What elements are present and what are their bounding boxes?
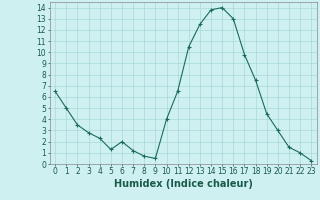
X-axis label: Humidex (Indice chaleur): Humidex (Indice chaleur) xyxy=(114,179,252,189)
